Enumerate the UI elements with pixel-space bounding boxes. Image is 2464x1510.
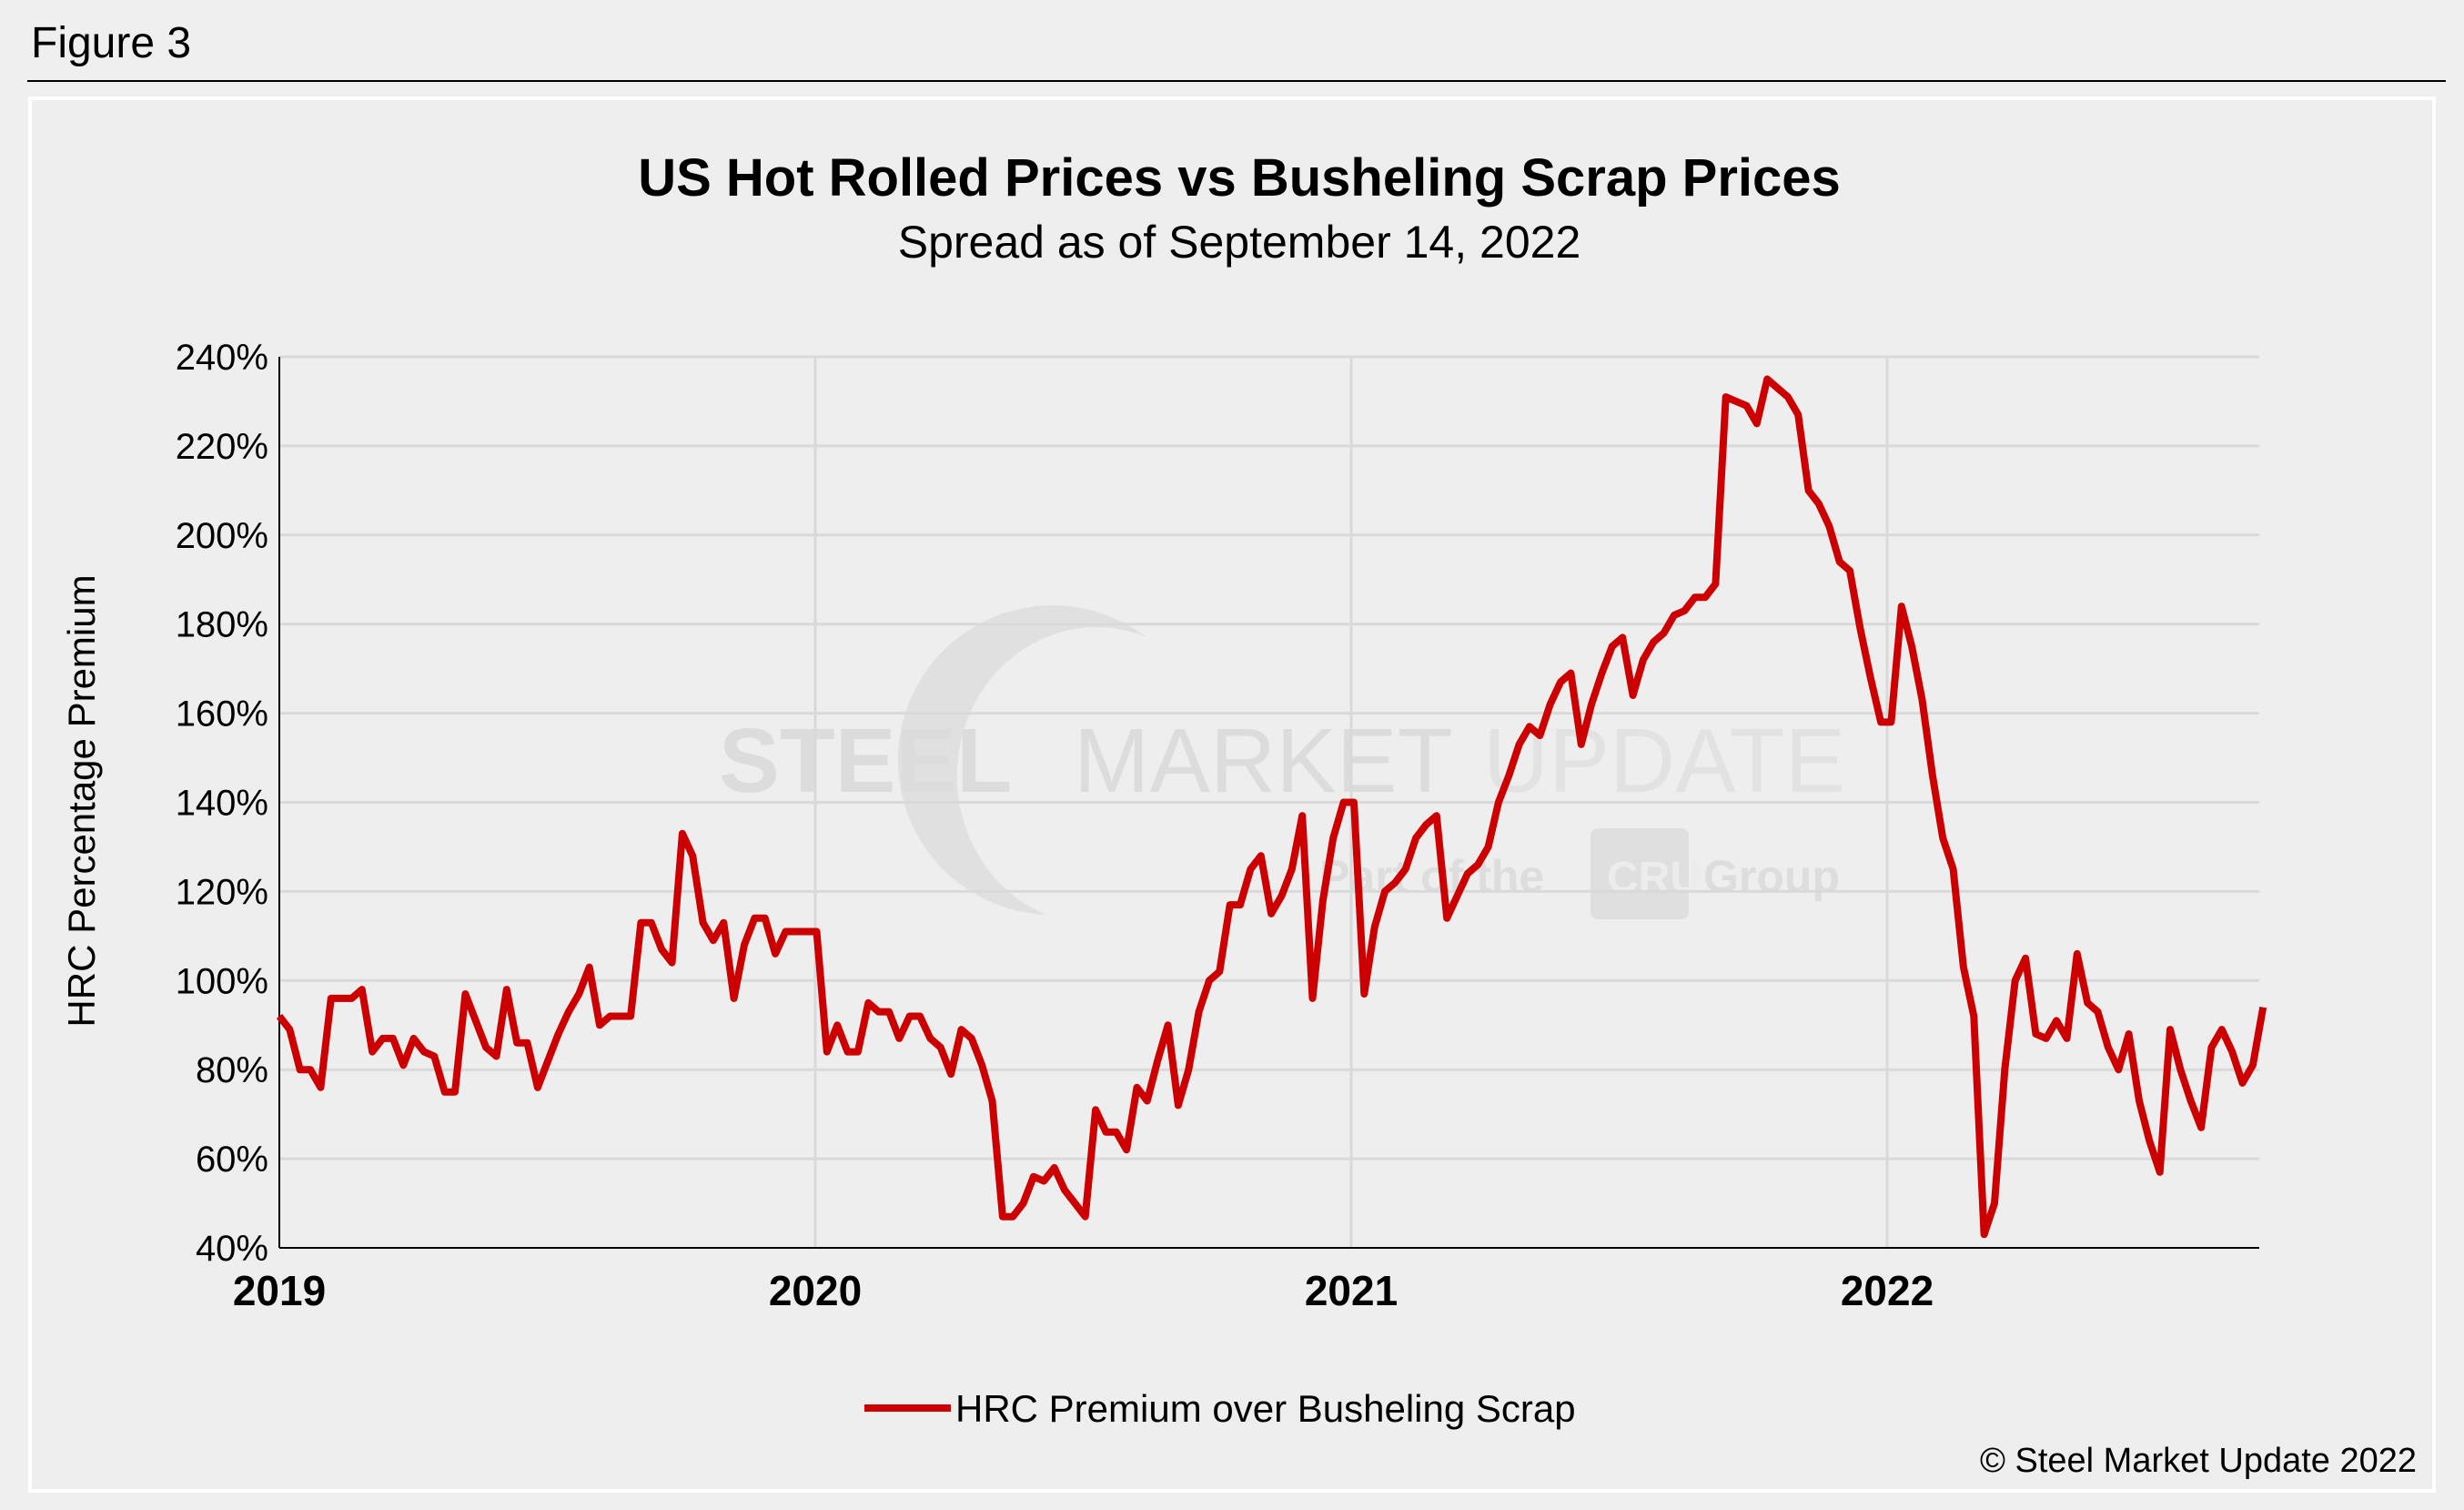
x-tick-label: 2019	[233, 1267, 326, 1314]
y-tick-label: 60%	[196, 1140, 268, 1180]
watermark-logo: STEEL MARKET UPDATE Part of the CRU Grou…	[719, 605, 1845, 919]
chart-panel	[28, 96, 2436, 1493]
y-tick-label: 80%	[196, 1050, 268, 1090]
y-tick-label: 220%	[176, 427, 268, 467]
x-tick-label: 2021	[1305, 1267, 1398, 1314]
y-tick-label: 40%	[196, 1229, 268, 1269]
series-line-hrc-premium	[276, 375, 2267, 1239]
svg-text:UPDATE: UPDATE	[1483, 710, 1845, 812]
y-tick-label: 200%	[176, 516, 268, 556]
y-tick-label: 160%	[176, 694, 268, 735]
x-tick-label: 2020	[769, 1267, 862, 1314]
svg-text:STEEL: STEEL	[719, 710, 1012, 812]
y-tick-label: 120%	[176, 872, 268, 912]
copyright: © Steel Market Update 2022	[1980, 1442, 2417, 1480]
svg-text:Group: Group	[1703, 851, 1840, 902]
y-axis-label: HRC Percentage Premium	[60, 574, 103, 1027]
chart-title: US Hot Rolled Prices vs Busheling Scrap …	[638, 148, 1841, 208]
chart-subtitle: Spread as of September 14, 2022	[898, 217, 1581, 268]
x-tick-label: 2022	[1841, 1267, 1934, 1314]
y-tick-label: 240%	[176, 338, 268, 378]
y-tick-label: 100%	[176, 961, 268, 1001]
legend-label: HRC Premium over Busheling Scrap	[955, 1387, 1576, 1430]
svg-text:Part of the: Part of the	[1319, 851, 1544, 902]
svg-text:CRU: CRU	[1607, 854, 1702, 902]
y-tick-label: 140%	[176, 784, 268, 824]
svg-text:MARKET: MARKET	[1074, 710, 1453, 812]
figure-divider	[27, 80, 2446, 82]
y-tick-label: 180%	[176, 605, 268, 645]
figure-label: Figure 3	[31, 19, 192, 67]
